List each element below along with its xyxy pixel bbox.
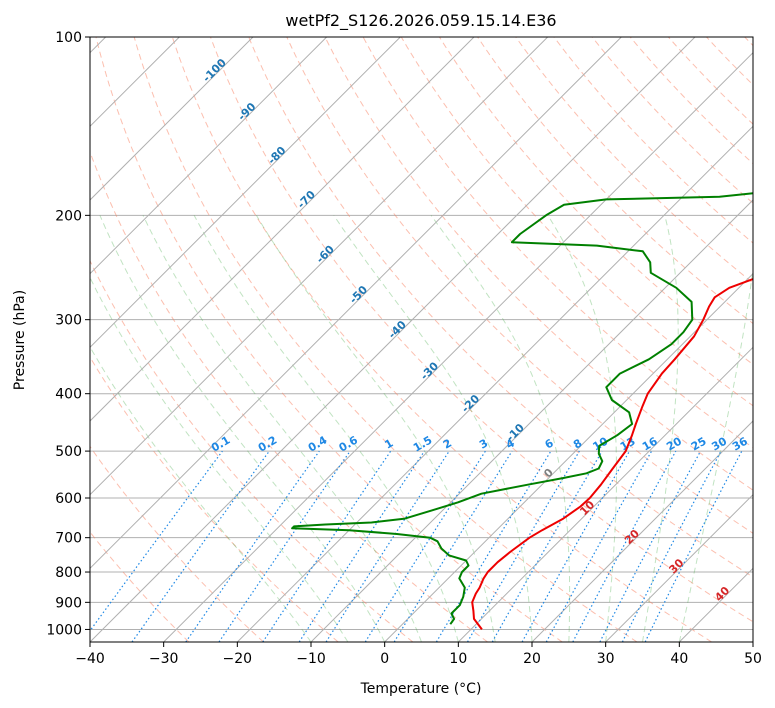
dry-adiabat <box>400 37 753 407</box>
moist-adiabat <box>430 215 571 642</box>
x-tick-label: −40 <box>75 651 105 667</box>
x-tick-label: −20 <box>223 651 253 667</box>
y-axis-label: Pressure (hPa) <box>12 290 28 390</box>
moist-adiabat <box>193 215 459 642</box>
isotherm-line <box>90 37 475 422</box>
dry-adiabat <box>133 37 638 642</box>
x-tick-label: −10 <box>296 651 326 667</box>
moist-adiabat <box>642 215 679 642</box>
moist-adiabat <box>333 215 533 642</box>
x-tick-label: 20 <box>523 651 541 667</box>
y-tick-label: 200 <box>55 208 82 224</box>
x-tick-label: 40 <box>670 651 688 667</box>
isotherm-line <box>531 420 753 642</box>
mixing-ratio-line <box>491 450 603 642</box>
moist-adiabat <box>142 215 422 642</box>
mixing-ratio-line <box>521 450 631 642</box>
mixing-ratio-line <box>466 450 580 642</box>
mixing-ratio-line <box>364 450 486 642</box>
dry-adiabat <box>324 37 753 491</box>
profile-series <box>291 192 753 631</box>
x-tick-label: 50 <box>744 651 762 667</box>
mixing-ratio-line <box>185 450 320 642</box>
dewpoint-profile-line <box>291 192 753 625</box>
y-tick-label: 300 <box>55 313 82 329</box>
isotherm-line <box>310 199 753 642</box>
dry-adiabat <box>515 37 753 284</box>
isotherm-line <box>457 346 753 642</box>
dry-adiabat <box>629 37 753 165</box>
y-tick-label: 400 <box>55 387 82 403</box>
isotherm-line <box>236 125 753 642</box>
background-lines <box>90 37 753 642</box>
mixing-ratio-line <box>572 450 677 642</box>
moist-adiabat <box>90 345 312 642</box>
dry-adiabat <box>171 37 712 642</box>
axes: −40 −30 −20 −10 0 10 20 30 40 50 100 200 300 400 500 60… <box>46 30 762 667</box>
x-tick-label: 10 <box>449 651 467 667</box>
chart-title: wetPf2_S126.2026.059.15.14.E36 <box>285 11 556 31</box>
temperature-profile-line <box>471 278 753 631</box>
y-tick-label: 1000 <box>46 622 82 638</box>
x-tick-label: 0 <box>380 651 389 667</box>
x-axis-label: Temperature (°C) <box>360 681 482 697</box>
plot-frame <box>89 36 754 643</box>
isotherm-line <box>605 493 753 642</box>
isotherm-line <box>90 37 549 496</box>
y-tick-label: 800 <box>55 565 82 581</box>
dry-adiabat <box>95 37 563 642</box>
mixing-ratio-line <box>131 450 270 642</box>
mixing-ratio-line <box>393 450 513 642</box>
dry-adiabat <box>90 445 264 642</box>
dry-adiabat <box>477 37 753 325</box>
x-tick-label: 30 <box>597 651 615 667</box>
y-tick-label: 900 <box>55 595 82 611</box>
isotherm-line <box>384 272 753 642</box>
mixing-ratio-line <box>545 450 653 642</box>
isotherm-line <box>90 37 622 570</box>
moist-adiabat <box>99 215 386 642</box>
y-tick-label: 500 <box>55 444 82 460</box>
isotherm-line <box>90 37 401 349</box>
y-tick-label: 100 <box>55 30 82 46</box>
isotherm-line <box>90 37 696 642</box>
y-tick-label: 700 <box>55 531 82 547</box>
isotherm-line <box>90 37 254 201</box>
dry-adiabat <box>90 259 414 642</box>
mixing-ratio-line <box>218 450 351 642</box>
x-tick-label: −30 <box>149 651 179 667</box>
moist-adiabat <box>678 265 753 642</box>
isotherm-line <box>90 37 328 275</box>
mixing-ratio-line <box>325 450 450 642</box>
mixing-ratio-line <box>90 450 223 632</box>
dry-adiabat <box>591 37 753 204</box>
y-tick-label: 600 <box>55 491 82 507</box>
isotherm-line <box>163 51 753 642</box>
dry-adiabat <box>248 37 753 578</box>
moist-adiabat <box>547 215 617 642</box>
dry-adiabat <box>210 37 753 623</box>
